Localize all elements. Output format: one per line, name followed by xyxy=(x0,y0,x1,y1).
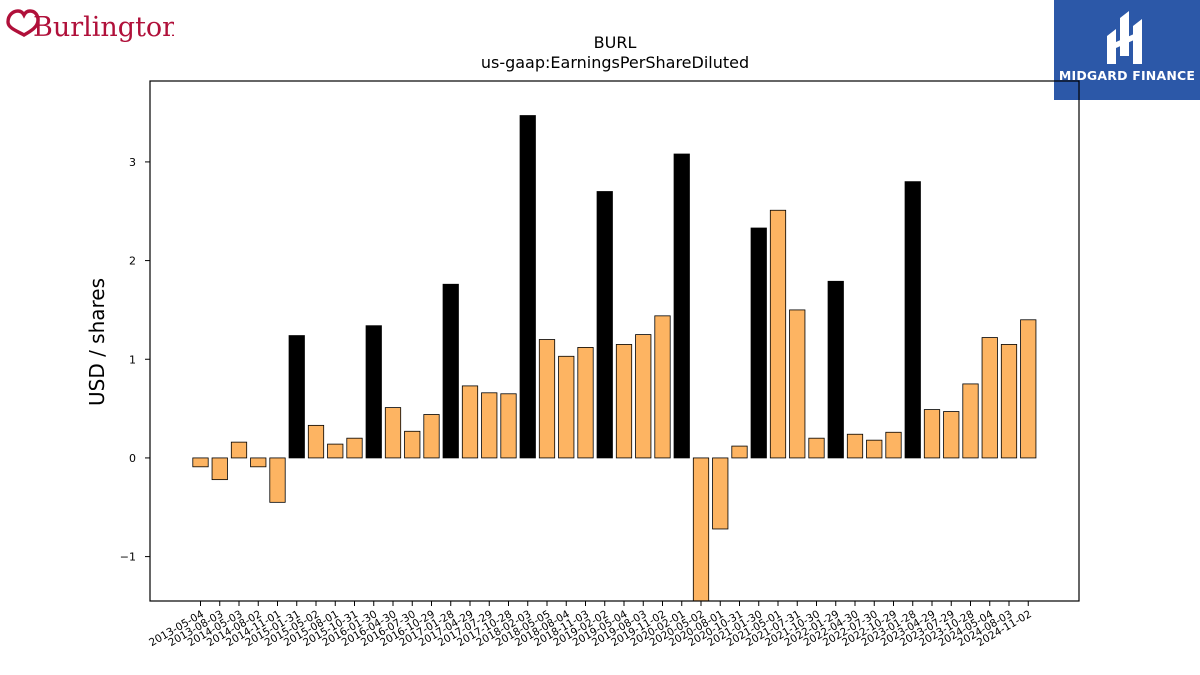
bar-2019-08-03 xyxy=(635,334,652,459)
bar-2020-05-02 xyxy=(692,457,710,602)
burlington-logo: Burlington xyxy=(4,2,180,46)
bar-2019-11-02 xyxy=(654,315,671,459)
partner-logo: MIDGARD FINANCE xyxy=(1054,0,1200,100)
bar-2020-10-31 xyxy=(731,445,748,459)
bar-2019-05-04 xyxy=(615,344,633,459)
bar-2017-01-28 xyxy=(442,283,459,459)
y-tick-label: 1 xyxy=(129,353,136,366)
bar-2021-07-31 xyxy=(789,309,806,459)
y-axis-ticks: −1 0 1 2 3 xyxy=(120,156,150,564)
bar-2022-04-30 xyxy=(846,433,864,459)
bar-2017-10-28 xyxy=(500,393,517,459)
bar-2015-08-01 xyxy=(327,443,344,459)
bar-series xyxy=(192,115,1037,602)
bar-2015-10-31 xyxy=(346,437,363,459)
bar-2021-10-30 xyxy=(808,437,825,459)
partner-name: MIDGARD FINANCE xyxy=(1058,68,1196,83)
bar-2023-01-28 xyxy=(904,181,921,459)
bar-2022-01-29 xyxy=(827,280,844,459)
heart-icon xyxy=(6,9,40,37)
bar-2013-08-03 xyxy=(211,457,228,481)
bar-2016-04-30 xyxy=(384,407,402,459)
bar-2019-02-02 xyxy=(596,191,613,459)
bar-2018-05-05 xyxy=(538,339,556,459)
brand-wordmark: Burlington xyxy=(33,12,174,43)
midgard-mark-icon xyxy=(1107,11,1142,64)
bar-2018-02-03 xyxy=(519,115,536,459)
bar-2021-01-30 xyxy=(750,227,767,459)
bar-2015-05-02 xyxy=(307,424,325,459)
bar-2016-07-30 xyxy=(404,430,421,459)
bar-2020-02-01 xyxy=(673,153,690,459)
bar-2014-11-01 xyxy=(269,457,286,503)
bar-2023-07-29 xyxy=(943,411,960,459)
bar-2023-10-28 xyxy=(962,383,979,459)
bar-2024-05-04 xyxy=(981,337,998,459)
chart-subtitle: us-gaap:EarningsPerShareDiluted xyxy=(481,53,749,72)
x-axis-ticks: 2013-05-042013-08-032014-05-032014-08-02… xyxy=(147,601,1034,649)
y-tick-label: 3 xyxy=(129,156,136,169)
bar-2021-05-01 xyxy=(769,209,787,459)
bar-2024-08-03 xyxy=(1000,344,1018,459)
bar-2022-07-30 xyxy=(866,439,883,459)
bar-2015-01-31 xyxy=(288,335,305,459)
bar-2016-10-29 xyxy=(423,414,440,459)
bar-2024-11-02 xyxy=(1020,319,1037,459)
bar-2018-08-04 xyxy=(558,355,575,459)
bar-2018-11-03 xyxy=(577,347,594,459)
bar-2016-01-30 xyxy=(365,325,382,459)
bar-2017-04-29 xyxy=(461,385,479,459)
y-tick-label: 2 xyxy=(129,255,136,268)
bar-2020-08-01 xyxy=(712,457,729,530)
plot-frame xyxy=(149,80,1080,602)
bar-2022-10-29 xyxy=(885,431,902,459)
bar-2014-05-03 xyxy=(230,441,248,459)
y-tick-label: 0 xyxy=(129,452,136,465)
bar-2017-07-29 xyxy=(481,392,498,459)
bar-2013-05-04 xyxy=(192,457,209,468)
chart-title: BURL xyxy=(594,33,637,52)
bar-2023-04-29 xyxy=(923,409,941,459)
bar-2014-08-02 xyxy=(250,457,267,468)
y-axis-label: USD / shares xyxy=(85,278,109,406)
y-tick-label: −1 xyxy=(120,551,136,564)
